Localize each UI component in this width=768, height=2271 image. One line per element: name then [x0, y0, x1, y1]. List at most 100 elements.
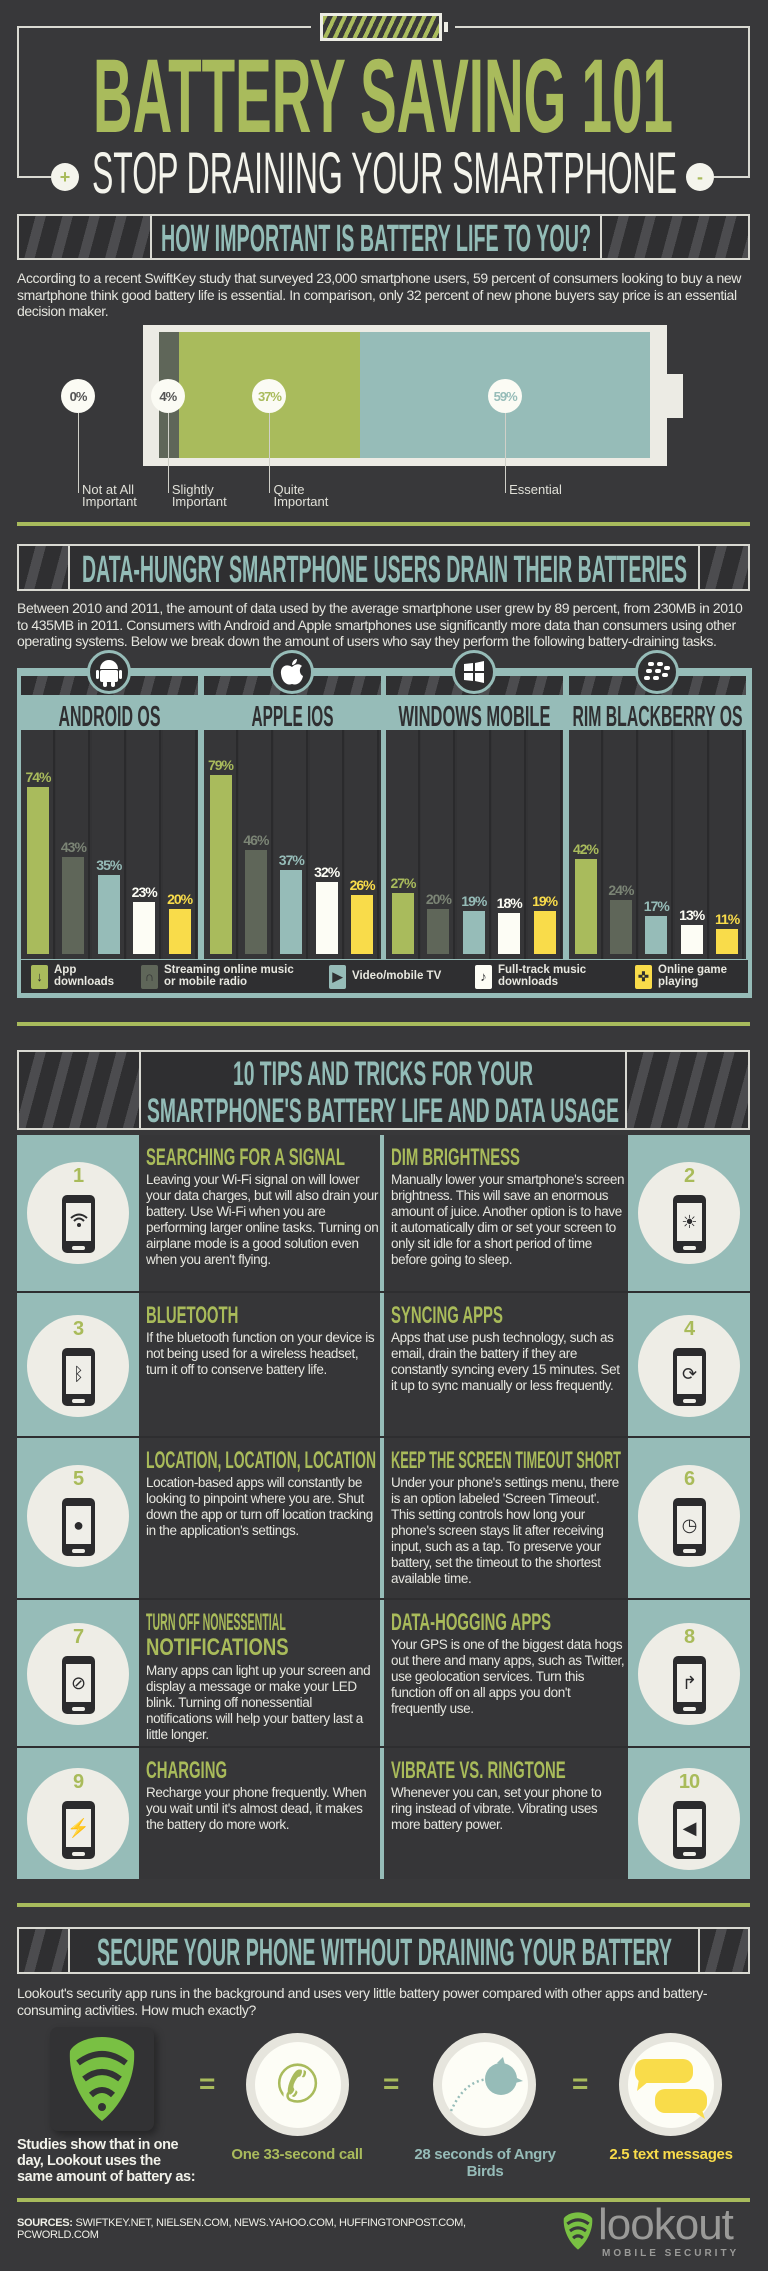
bar[interactable]: [427, 908, 450, 954]
category-label: Slightly Important: [171, 482, 227, 509]
os-name-svg: WINDOWS MOBILE: [399, 701, 551, 733]
bar[interactable]: [533, 911, 556, 954]
percent-marker: 59%: [488, 379, 523, 413]
bar[interactable]: [574, 859, 597, 954]
tip-title: KEEP THE SCREEN TIMEOUT SHORT: [391, 1447, 621, 1472]
text-bubbles-icon: [634, 2058, 707, 2119]
section-divider: [17, 2198, 750, 2202]
bar[interactable]: [27, 786, 49, 954]
section-heading-line1: 10 TIPS AND TRICKS FOR YOUR: [233, 1055, 533, 1093]
bar-value-label: 11%: [714, 911, 740, 928]
tip-title-text: LOCATION, LOCATION, LOCATION: [146, 1447, 376, 1472]
minus-sign: -: [697, 167, 703, 187]
play-icon: ▶: [329, 964, 346, 989]
marker-line: [505, 413, 507, 493]
bar[interactable]: [351, 895, 374, 954]
phone-home-button: [683, 1707, 696, 1711]
bar-value-label: 18%: [496, 895, 523, 912]
tip-body: Under your phone's settings menu, there …: [391, 1475, 619, 1586]
bar[interactable]: [680, 924, 703, 954]
tip-card: BLUETOOTH If the bluetooth function on yo…: [139, 1293, 382, 1436]
bar[interactable]: [498, 913, 521, 954]
logo-wordmark: lookout: [598, 2200, 734, 2249]
phone-handset-icon: ✆: [275, 2055, 320, 2114]
bar[interactable]: [716, 929, 739, 954]
tip-title-text: VIBRATE VS. RINGTONE: [391, 1757, 566, 1782]
bar-value-label: 24%: [608, 881, 634, 898]
tip-illustration: 10 ◀: [638, 1768, 740, 1870]
hatch-decoration: [19, 1929, 68, 1972]
section-heading-text: HOW IMPORTANT IS BATTERY LIFE TO YOU?: [161, 218, 591, 257]
section-divider: [17, 1022, 750, 1026]
secure-paragraph: Lookout's security app runs in the backg…: [17, 1985, 708, 2018]
bar[interactable]: [97, 874, 120, 954]
bar[interactable]: [244, 850, 267, 954]
bar-slot: 79%: [203, 730, 238, 959]
lookout-shield-icon: [563, 2212, 593, 2250]
frame-line: [17, 26, 311, 28]
frame-line: [714, 176, 750, 178]
chart-legend: ↓ App downloads ∩ Streaming online music or…: [21, 960, 748, 993]
tip-title: LOCATION, LOCATION, LOCATION: [146, 1447, 376, 1472]
bar-slot: 32%: [309, 730, 344, 959]
percent-value: 4%: [159, 388, 177, 404]
legend-label: Full-track music downloads: [498, 964, 587, 988]
bar[interactable]: [168, 908, 191, 954]
tip-card: LOCATION, LOCATION, LOCATION Location-bas…: [139, 1438, 382, 1598]
bar[interactable]: [315, 881, 338, 954]
bar[interactable]: [462, 911, 485, 954]
legend-item: ∩ Streaming online music or mobile radio: [141, 964, 304, 989]
lookout-logo: lookout MOBILE SECURITY: [562, 2200, 752, 2262]
section-header-secure: SECURE YOUR PHONE WITHOUT DRAINING YOUR …: [17, 1927, 750, 1974]
phone-home-button: [72, 1246, 85, 1250]
plus-sign: +: [59, 167, 71, 187]
equivalent-label: One 33-second call: [231, 2146, 363, 2163]
battery-nub: [667, 374, 683, 418]
tip-number: 3: [72, 1317, 84, 1340]
bar-slot: 24%: [603, 730, 638, 959]
bar-slot: 46%: [238, 730, 273, 959]
bar-value-label: 42%: [572, 841, 599, 858]
os-name-label: APPLE IOS: [251, 701, 333, 729]
frame-line: [748, 26, 750, 177]
no-notification-icon: ⊘: [70, 1672, 87, 1693]
bar-value-label: 27%: [390, 874, 416, 891]
legend-label: Online game playing: [658, 964, 728, 988]
wifi-icon: [69, 1212, 88, 1233]
tip-title: BLUETOOTH: [146, 1302, 238, 1327]
bars-area: 79% 46% 37% 32% 26%: [203, 730, 381, 959]
hatch-decoration: [19, 216, 150, 258]
legend-label: Streaming online music or mobile radio: [164, 964, 294, 988]
tip-title: VIBRATE VS. RINGTONE: [391, 1757, 566, 1782]
legend-item: ▶ Video/mobile TV: [329, 964, 450, 989]
phone-screen: ◀: [677, 1809, 702, 1847]
bar[interactable]: [392, 892, 414, 954]
phone-screen: ◷: [677, 1506, 702, 1544]
bar[interactable]: [609, 899, 632, 954]
category-label: Not at All Important: [82, 482, 137, 509]
bar-value-label: 37%: [278, 852, 305, 869]
os-name-label: ANDROID OS: [59, 701, 161, 729]
map-pin-icon: ●: [73, 1514, 84, 1535]
bar-value-label: 35%: [96, 856, 122, 873]
subtitle: STOP DRAINING YOUR SMARTPHONE: [92, 145, 677, 199]
tip-card: DATA-HOGGING APPS Your GPS is one of the …: [384, 1600, 628, 1746]
bar[interactable]: [62, 856, 85, 954]
bar[interactable]: [209, 775, 232, 954]
os-name: APPLE IOS: [203, 700, 381, 733]
bar[interactable]: [280, 870, 303, 954]
bar[interactable]: [133, 902, 156, 954]
phone-home-button: [72, 1852, 85, 1856]
bar-slot: 11%: [710, 730, 745, 959]
phone-icon: ◀: [673, 1801, 706, 1859]
bar-value-label: 32%: [314, 863, 340, 880]
bar-value-label: 13%: [679, 906, 705, 923]
headphones-icon: ∩: [141, 964, 158, 989]
logo-tagline: MOBILE SECURITY: [602, 2248, 740, 2259]
tip-title: TURN OFF NONESSENTIAL NOTIFICATIONS: [146, 1609, 289, 1660]
os-name: ANDROID OS: [21, 700, 198, 733]
lookout-app-icon: [50, 2027, 154, 2131]
bar[interactable]: [645, 915, 668, 954]
os-name-label: WINDOWS MOBILE: [399, 701, 551, 729]
os-name: WINDOWS MOBILE: [386, 700, 563, 733]
